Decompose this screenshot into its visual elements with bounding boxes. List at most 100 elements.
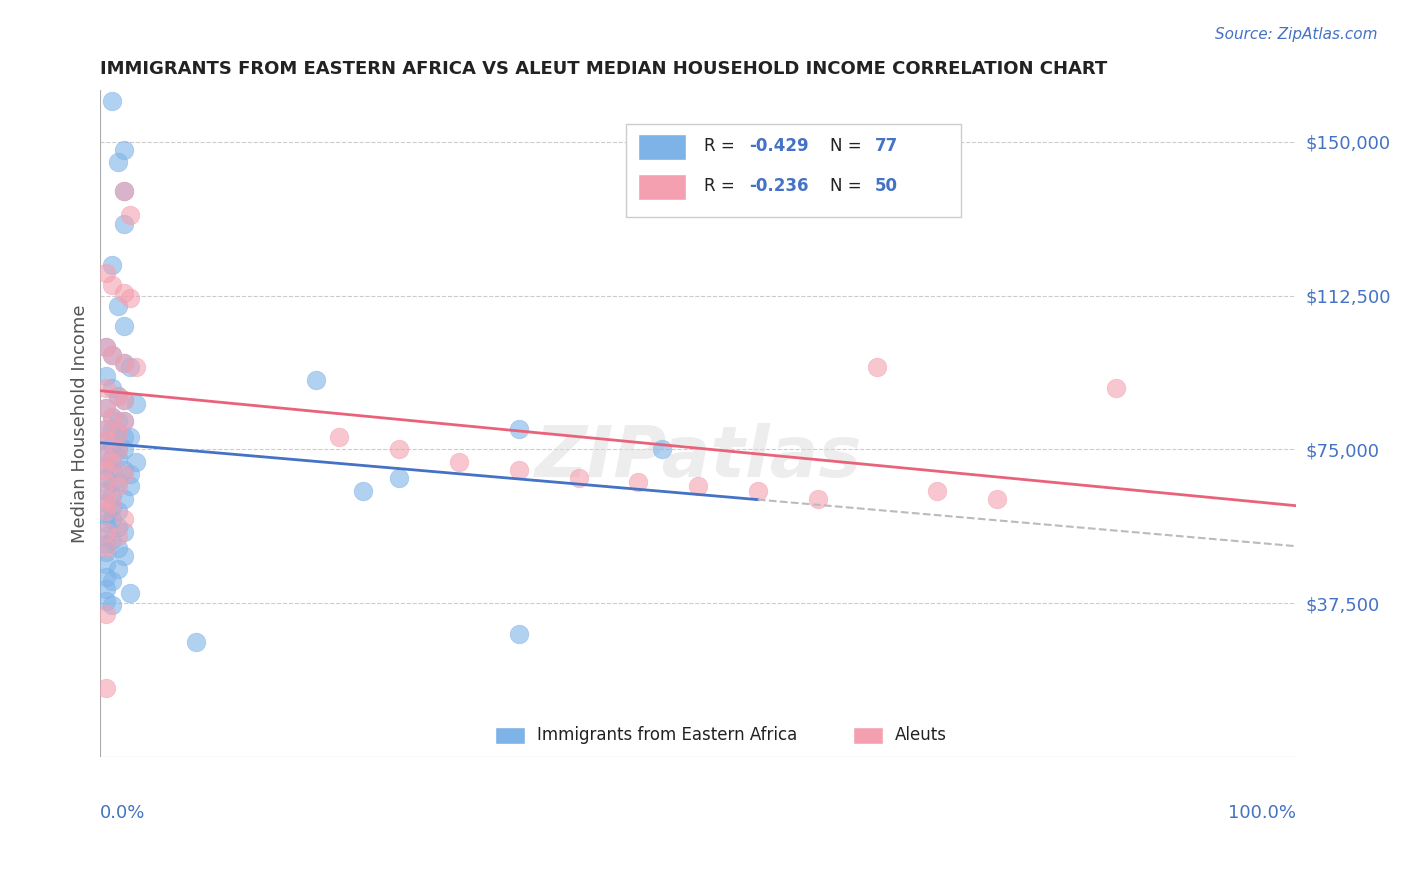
Point bbox=[112, 184, 135, 198]
Point bbox=[96, 434, 118, 449]
Point bbox=[112, 393, 135, 408]
FancyBboxPatch shape bbox=[495, 727, 524, 744]
Point bbox=[807, 491, 830, 506]
Point bbox=[120, 209, 142, 223]
Point bbox=[96, 450, 118, 465]
Text: N =: N = bbox=[830, 177, 866, 194]
Point bbox=[1105, 381, 1128, 395]
Point bbox=[107, 442, 129, 457]
Point bbox=[96, 582, 118, 596]
Point bbox=[96, 266, 118, 280]
Point bbox=[112, 414, 135, 428]
Point bbox=[112, 286, 135, 301]
FancyBboxPatch shape bbox=[853, 727, 883, 744]
Point bbox=[107, 389, 129, 403]
Text: ZIPatlas: ZIPatlas bbox=[534, 423, 862, 491]
Point bbox=[112, 549, 135, 564]
Point bbox=[96, 401, 118, 416]
Point bbox=[927, 483, 949, 498]
Point bbox=[101, 496, 124, 510]
Text: -0.429: -0.429 bbox=[749, 136, 808, 154]
Point bbox=[184, 635, 207, 649]
Text: Source: ZipAtlas.com: Source: ZipAtlas.com bbox=[1215, 27, 1378, 42]
Point bbox=[96, 422, 118, 436]
Point bbox=[112, 143, 135, 157]
Point bbox=[101, 533, 124, 547]
Point bbox=[96, 545, 118, 559]
Point bbox=[107, 426, 129, 441]
Point bbox=[96, 368, 118, 383]
Point bbox=[107, 504, 129, 518]
Point bbox=[101, 438, 124, 452]
Point bbox=[120, 467, 142, 482]
Point bbox=[686, 479, 709, 493]
Point bbox=[125, 455, 148, 469]
Point bbox=[101, 574, 124, 588]
Text: IMMIGRANTS FROM EASTERN AFRICA VS ALEUT MEDIAN HOUSEHOLD INCOME CORRELATION CHAR: IMMIGRANTS FROM EASTERN AFRICA VS ALEUT … bbox=[100, 60, 1108, 78]
Text: N =: N = bbox=[830, 136, 866, 154]
Point bbox=[508, 422, 530, 436]
Point bbox=[101, 381, 124, 395]
Text: R =: R = bbox=[704, 136, 740, 154]
Point bbox=[101, 348, 124, 362]
Text: Aleuts: Aleuts bbox=[896, 726, 948, 745]
FancyBboxPatch shape bbox=[638, 134, 686, 161]
Point bbox=[112, 217, 135, 231]
Point bbox=[101, 278, 124, 293]
Point bbox=[96, 458, 118, 473]
Text: Immigrants from Eastern Africa: Immigrants from Eastern Africa bbox=[537, 726, 797, 745]
Point bbox=[120, 291, 142, 305]
Point bbox=[96, 340, 118, 354]
Point bbox=[112, 319, 135, 334]
Point bbox=[96, 529, 118, 543]
Point bbox=[567, 471, 589, 485]
Point bbox=[96, 422, 118, 436]
Point bbox=[107, 426, 129, 441]
Point bbox=[866, 360, 889, 375]
Point bbox=[101, 422, 124, 436]
Point bbox=[120, 479, 142, 493]
Point bbox=[112, 467, 135, 482]
Point bbox=[328, 430, 350, 444]
Point bbox=[120, 586, 142, 600]
Point bbox=[352, 483, 374, 498]
Text: R =: R = bbox=[704, 177, 740, 194]
Point bbox=[101, 599, 124, 613]
Point bbox=[96, 496, 118, 510]
Point bbox=[96, 558, 118, 572]
Point bbox=[96, 475, 118, 490]
Point bbox=[508, 463, 530, 477]
Point bbox=[112, 356, 135, 370]
Point bbox=[651, 442, 673, 457]
Point bbox=[112, 430, 135, 444]
Point bbox=[101, 94, 124, 108]
Point bbox=[101, 258, 124, 272]
Point bbox=[508, 627, 530, 641]
Point bbox=[96, 508, 118, 523]
Point bbox=[96, 607, 118, 621]
Point bbox=[107, 442, 129, 457]
Point bbox=[96, 401, 118, 416]
Point bbox=[304, 373, 326, 387]
Point bbox=[96, 381, 118, 395]
Text: 77: 77 bbox=[875, 136, 898, 154]
Point bbox=[101, 463, 124, 477]
Point bbox=[101, 488, 124, 502]
Text: 0.0%: 0.0% bbox=[100, 804, 146, 822]
Point bbox=[96, 524, 118, 539]
Point bbox=[107, 414, 129, 428]
Point bbox=[107, 299, 129, 313]
Point bbox=[96, 504, 118, 518]
Point bbox=[101, 348, 124, 362]
Point bbox=[747, 483, 769, 498]
Point bbox=[96, 463, 118, 477]
Point bbox=[96, 594, 118, 608]
Point bbox=[107, 450, 129, 465]
Point bbox=[112, 356, 135, 370]
Point bbox=[112, 414, 135, 428]
Point bbox=[112, 184, 135, 198]
Point bbox=[101, 409, 124, 424]
Point bbox=[96, 340, 118, 354]
Point bbox=[107, 561, 129, 575]
Point bbox=[447, 455, 470, 469]
